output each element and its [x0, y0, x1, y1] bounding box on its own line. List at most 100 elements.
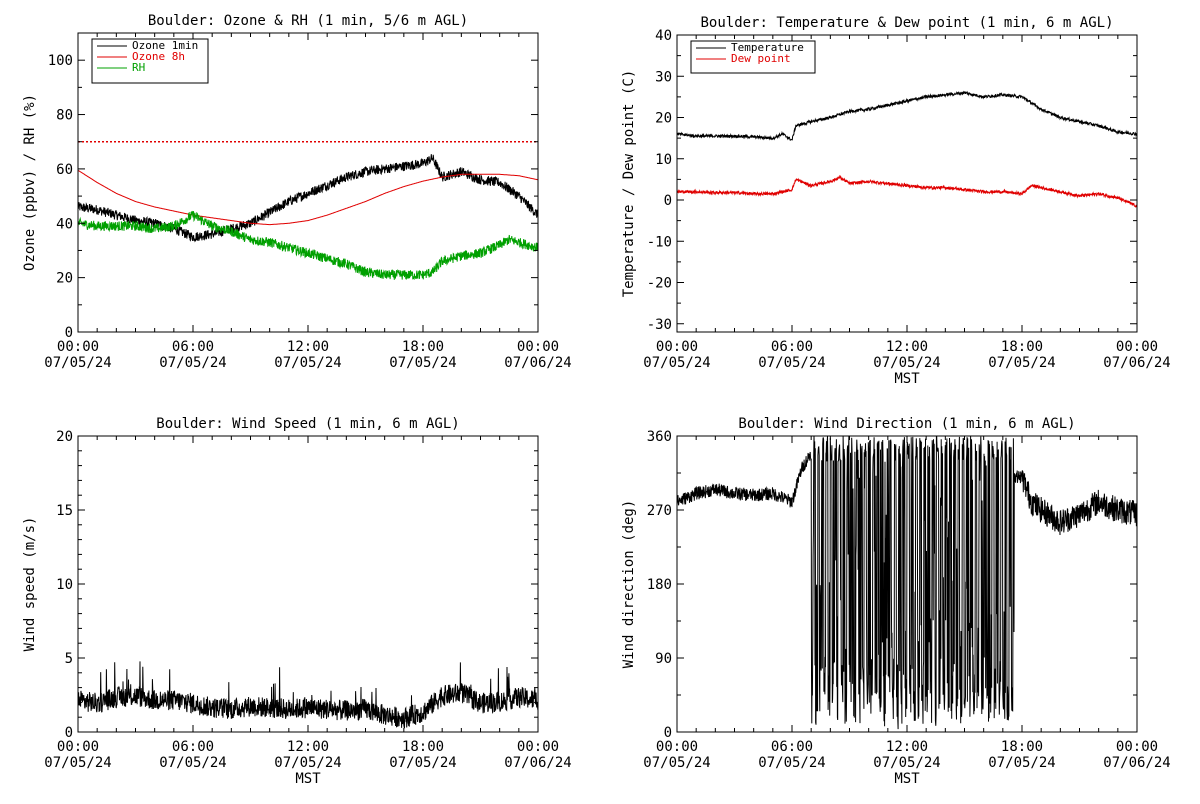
x-tick-time-label: 12:00 — [287, 339, 329, 355]
temp-dewpoint-x-axis-label: MST — [894, 371, 920, 387]
x-tick-date-label: 07/05/24 — [988, 355, 1055, 371]
y-tick-label: 20 — [56, 271, 73, 287]
x-tick-time-label: 12:00 — [886, 739, 928, 755]
legend-entry: Ozone 1min — [132, 39, 198, 52]
x-tick-date-label: 07/05/24 — [643, 355, 710, 371]
y-tick-label: 10 — [655, 152, 672, 168]
x-tick-date-label: 07/06/24 — [504, 755, 571, 771]
ozone-rh-title: Boulder: Ozone & RH (1 min, 5/6 m AGL) — [148, 13, 468, 29]
x-tick-date-label: 07/05/24 — [274, 755, 341, 771]
x-tick-date-label: 07/05/24 — [159, 355, 226, 371]
y-tick-label: 0 — [65, 725, 73, 741]
temp-dewpoint-series-group — [677, 90, 1137, 209]
y-tick-label: -20 — [647, 276, 672, 292]
x-tick-time-label: 00:00 — [57, 339, 99, 355]
series-line-line-0 — [78, 661, 538, 729]
y-tick-label: 10 — [56, 577, 73, 593]
x-tick-time-label: 12:00 — [886, 339, 928, 355]
wind-direction-y-axis-label: Wind direction (deg) — [621, 500, 637, 669]
plot-frame — [676, 34, 1138, 333]
y-tick-label: 40 — [56, 216, 73, 232]
x-tick-date-label: 07/05/24 — [274, 355, 341, 371]
x-tick-time-label: 00:00 — [1116, 339, 1158, 355]
x-tick-date-label: 07/05/24 — [389, 355, 456, 371]
x-tick-time-label: 00:00 — [517, 739, 559, 755]
x-tick-date-label: 07/05/24 — [758, 755, 825, 771]
temp-dewpoint-title: Boulder: Temperature & Dew point (1 min,… — [700, 15, 1113, 31]
y-tick-label: 100 — [48, 53, 73, 69]
x-tick-date-label: 07/05/24 — [873, 755, 940, 771]
y-tick-label: 15 — [56, 503, 73, 519]
ozone-rh-y-axis-label: Ozone (ppbv) / RH (%) — [22, 94, 38, 271]
y-tick-label: 60 — [56, 162, 73, 178]
temperature-dewpoint-chart: Boulder: Temperature & Dew point (1 min,… — [621, 15, 1171, 387]
x-tick-date-label: 07/05/24 — [44, 355, 111, 371]
x-tick-date-label: 07/05/24 — [758, 355, 825, 371]
y-tick-label: 180 — [647, 577, 672, 593]
x-tick-time-label: 06:00 — [771, 339, 813, 355]
x-tick-time-label: 06:00 — [771, 739, 813, 755]
x-tick-time-label: 00:00 — [656, 339, 698, 355]
x-tick-date-label: 07/05/24 — [988, 755, 1055, 771]
temp-dewpoint-y-axis-label: Temperature / Dew point (C) — [621, 70, 637, 298]
series-line-rh — [78, 210, 538, 281]
x-tick-time-label: 18:00 — [1001, 739, 1043, 755]
x-tick-time-label: 00:00 — [1116, 739, 1158, 755]
y-tick-label: -10 — [647, 234, 672, 250]
x-tick-date-label: 07/05/24 — [159, 755, 226, 771]
wind-speed-title: Boulder: Wind Speed (1 min, 6 m AGL) — [156, 416, 459, 432]
series-line-temperature — [677, 90, 1137, 141]
y-tick-label: 0 — [664, 193, 672, 209]
x-tick-time-label: 18:00 — [402, 739, 444, 755]
legend-box — [690, 40, 816, 74]
x-tick-time-label: 00:00 — [517, 339, 559, 355]
y-tick-label: -30 — [647, 317, 672, 333]
y-tick-label: 30 — [655, 69, 672, 85]
y-tick-label: 5 — [65, 651, 73, 667]
x-tick-time-label: 18:00 — [402, 339, 444, 355]
ozone-rh-chart: Boulder: Ozone & RH (1 min, 5/6 m AGL) 0 2… — [22, 13, 572, 371]
wind-direction-chart: Boulder: Wind Direction (1 min, 6 m AGL)… — [621, 416, 1171, 787]
legend-entry: RH — [132, 61, 145, 74]
wind-direction-title: Boulder: Wind Direction (1 min, 6 m AGL) — [738, 416, 1075, 432]
x-tick-date-label: 07/05/24 — [389, 755, 456, 771]
series-line-ozone-8h — [78, 169, 538, 226]
x-tick-time-label: 00:00 — [57, 739, 99, 755]
x-tick-date-label: 07/05/24 — [44, 755, 111, 771]
y-tick-label: 20 — [56, 429, 73, 445]
y-tick-label: 360 — [647, 429, 672, 445]
x-tick-time-label: 06:00 — [172, 339, 214, 355]
wind-speed-series-group — [78, 661, 538, 729]
wind-direction-series-group — [677, 436, 1137, 730]
x-tick-time-label: 18:00 — [1001, 339, 1043, 355]
y-tick-label: 20 — [655, 111, 672, 127]
ozone-rh-series-group — [78, 154, 538, 281]
x-tick-time-label: 00:00 — [656, 739, 698, 755]
x-tick-time-label: 12:00 — [287, 739, 329, 755]
wind-direction-x-axis-label: MST — [894, 771, 920, 787]
x-tick-date-label: 07/05/24 — [873, 355, 940, 371]
y-tick-label: 80 — [56, 108, 73, 124]
legend-entry: Temperature — [731, 41, 804, 54]
y-tick-label: 270 — [647, 503, 672, 519]
x-tick-date-label: 07/05/24 — [643, 755, 710, 771]
x-tick-date-label: 07/06/24 — [1103, 355, 1170, 371]
x-tick-date-label: 07/06/24 — [1103, 755, 1170, 771]
legend-entry: Ozone 8h — [132, 50, 185, 63]
legend-entry: Dew point — [731, 52, 791, 65]
wind-speed-y-axis-label: Wind speed (m/s) — [22, 517, 38, 652]
x-tick-time-label: 06:00 — [172, 739, 214, 755]
y-tick-label: 90 — [655, 651, 672, 667]
y-tick-label: 40 — [655, 28, 672, 44]
wind-speed-chart: Boulder: Wind Speed (1 min, 6 m AGL) 0 5 10… — [22, 416, 572, 787]
wind-speed-x-axis-label: MST — [295, 771, 321, 787]
series-line-dew-point — [677, 174, 1137, 209]
y-tick-label: 0 — [664, 725, 672, 741]
x-tick-date-label: 07/06/24 — [504, 355, 571, 371]
y-tick-label: 0 — [65, 325, 73, 341]
series-line-line-0 — [677, 436, 1137, 730]
